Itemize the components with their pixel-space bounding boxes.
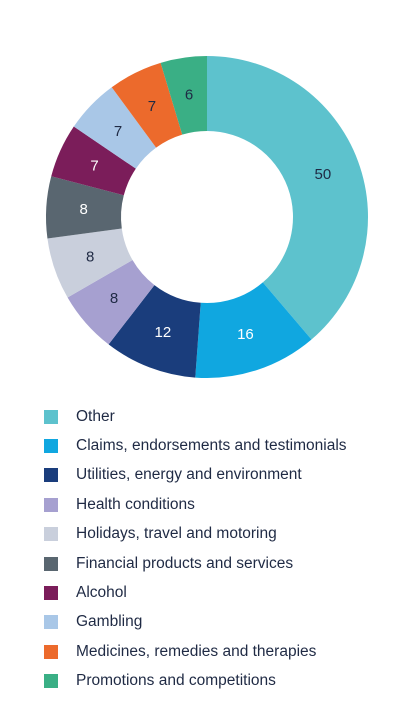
legend-item: Alcohol — [44, 578, 347, 607]
slice-value-label: 7 — [114, 123, 122, 140]
donut-slice-1 — [207, 56, 369, 340]
legend-swatch — [44, 409, 58, 424]
legend-label: Gambling — [76, 613, 143, 631]
slice-value-label: 12 — [155, 324, 172, 341]
legend-label: Utilities, energy and environment — [76, 466, 302, 484]
legend-label: Financial products and services — [76, 554, 294, 572]
donut-slice-2 — [195, 282, 312, 378]
donut-slice-10 — [160, 56, 207, 135]
legend-item: Holidays, travel and motoring — [44, 520, 347, 549]
legend-item: Health conditions — [44, 490, 347, 519]
slice-value-label: 6 — [185, 86, 193, 103]
donut-slice-6 — [46, 176, 124, 239]
legend-label: Promotions and competitions — [76, 672, 276, 690]
donut-slice-8 — [73, 87, 157, 169]
legend-label: Medicines, remedies and therapies — [76, 642, 317, 660]
legend-item: Financial products and services — [44, 549, 347, 578]
donut-slice-4 — [67, 260, 155, 345]
legend-label: Health conditions — [76, 495, 195, 513]
slice-value-label: 8 — [86, 248, 94, 265]
slice-value-label: 8 — [80, 201, 88, 218]
legend-label: Claims, endorsements and testimonials — [76, 437, 347, 455]
donut-slice-7 — [51, 126, 136, 196]
legend-swatch — [44, 615, 58, 630]
legend-label: Holidays, travel and motoring — [76, 525, 277, 543]
slice-value-label: 8 — [110, 290, 118, 307]
legend-swatch — [44, 439, 58, 454]
slice-value-label: 16 — [237, 326, 254, 343]
legend-label: Alcohol — [76, 584, 127, 602]
donut-slice-5 — [47, 228, 133, 298]
chart-legend: Other Claims, endorsements and testimonia… — [44, 402, 347, 696]
legend-swatch — [44, 644, 58, 659]
legend-label: Other — [76, 407, 115, 425]
legend-item: Promotions and competitions — [44, 667, 347, 696]
legend-swatch — [44, 586, 58, 601]
legend-item: Utilities, energy and environment — [44, 461, 347, 490]
legend-item: Claims, endorsements and testimonials — [44, 431, 347, 460]
legend-swatch — [44, 527, 58, 542]
legend-swatch — [44, 556, 58, 571]
slice-value-label: 7 — [90, 157, 98, 174]
donut-slice-9 — [111, 62, 183, 148]
legend-swatch — [44, 674, 58, 689]
slice-value-label: 50 — [315, 166, 332, 183]
legend-swatch — [44, 468, 58, 483]
donut-slice-3 — [108, 285, 201, 378]
slice-value-label: 7 — [148, 98, 156, 115]
legend-item: Gambling — [44, 608, 347, 637]
legend-item: Medicines, remedies and therapies — [44, 637, 347, 666]
legend-swatch — [44, 497, 58, 512]
legend-item: Other — [44, 402, 347, 431]
